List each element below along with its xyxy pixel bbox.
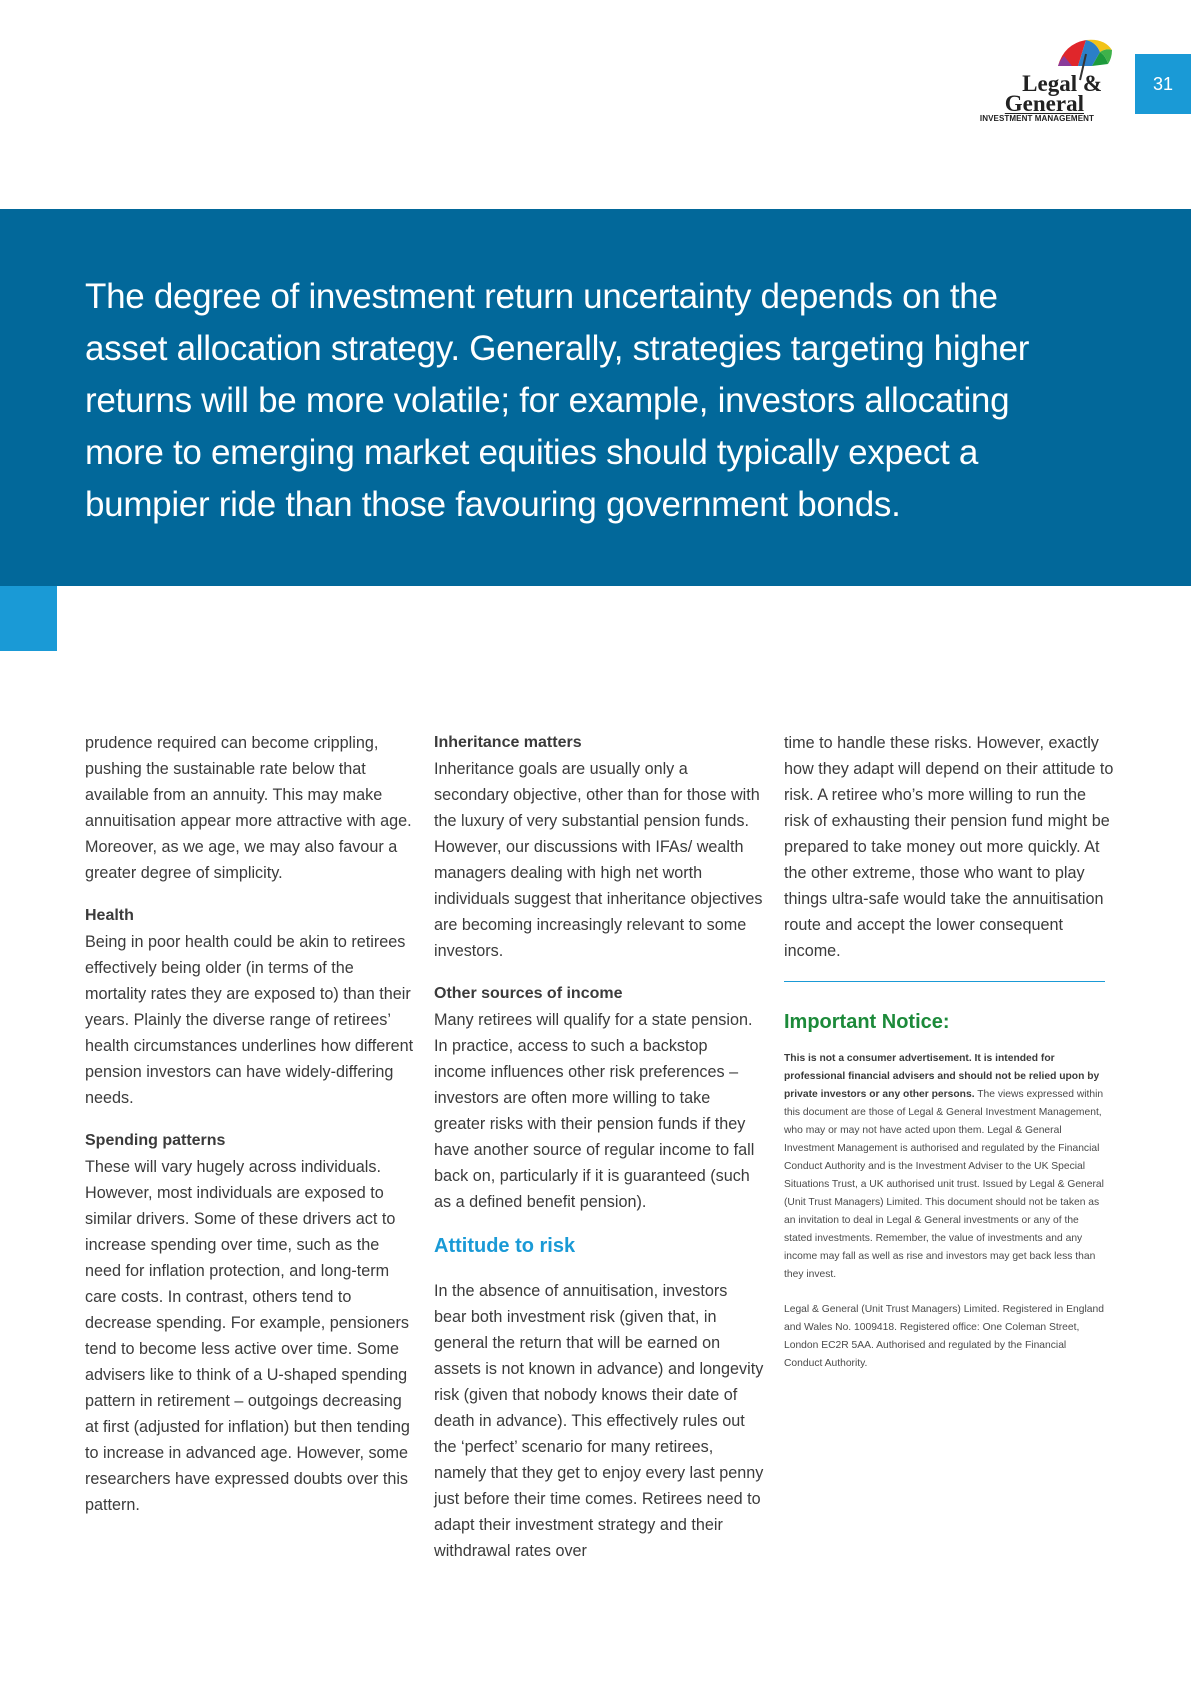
column-1: prudence required can become crippling, …: [85, 730, 415, 1535]
attitude-paragraph: In the absence of annuitisation, investo…: [434, 1282, 764, 1560]
column-3: time to handle these risks. However, exa…: [784, 730, 1114, 1390]
notice-heading: Important Notice:: [784, 1011, 950, 1033]
col3-intro-paragraph: time to handle these risks. However, exa…: [784, 734, 1114, 960]
notice-body-text: The views expressed within this document…: [784, 1089, 1104, 1280]
spending-paragraph: These will vary hugely across individual…: [85, 1158, 410, 1514]
legal-general-logo: Legal & General INVESTMENT MANAGEMENT: [980, 36, 1112, 126]
notice-bold-text: This is not a consumer advertisement. It…: [784, 1053, 1100, 1100]
notice-paragraph: This is not a consumer advertisement. It…: [784, 1050, 1105, 1284]
banner-quote: The degree of investment return uncertai…: [85, 277, 1030, 524]
health-paragraph: Being in poor health could be akin to re…: [85, 933, 414, 1107]
page-number: 31: [1135, 54, 1191, 114]
logo-line-2: General: [1004, 91, 1084, 116]
accent-block: [0, 586, 57, 651]
other-income-heading: Other sources of income: [434, 985, 623, 1002]
inheritance-heading: Inheritance matters: [434, 734, 582, 751]
column-2: Inheritance matters Inheritance goals ar…: [434, 730, 764, 1581]
umbrella-icon: [1058, 39, 1112, 81]
attitude-heading: Attitude to risk: [434, 1235, 576, 1257]
quote-banner: The degree of investment return uncertai…: [0, 209, 1191, 586]
notice-divider: [784, 981, 1105, 982]
logo-line-3: INVESTMENT MANAGEMENT: [979, 114, 1094, 123]
registration-paragraph: Legal & General (Unit Trust Managers) Li…: [784, 1304, 1104, 1369]
col1-intro-paragraph: prudence required can become crippling, …: [85, 734, 412, 882]
health-heading: Health: [85, 907, 134, 924]
logo-line-1: Legal &: [1022, 71, 1102, 96]
other-income-paragraph: Many retirees will qualify for a state p…: [434, 1011, 755, 1211]
inheritance-paragraph: Inheritance goals are usually only a sec…: [434, 760, 763, 960]
spending-heading: Spending patterns: [85, 1132, 226, 1149]
